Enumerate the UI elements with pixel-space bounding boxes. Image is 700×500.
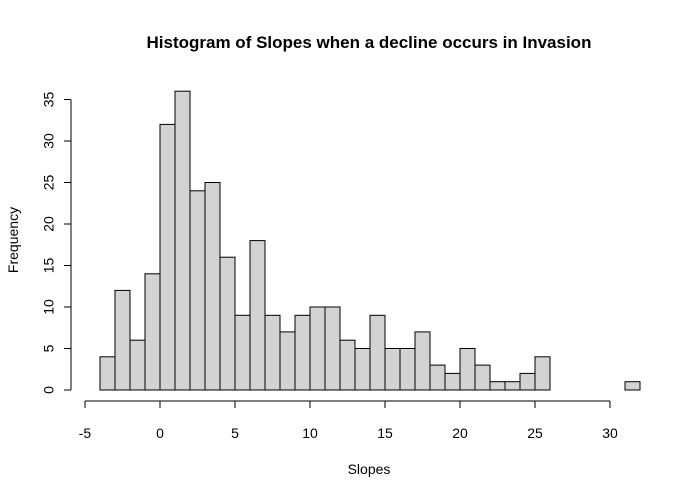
x-axis-tick-label: 20 <box>452 425 468 441</box>
histogram-bar <box>459 348 476 391</box>
x-axis-tick-label: 10 <box>302 425 318 441</box>
histogram-bar <box>114 289 131 391</box>
x-axis-tick-label: 5 <box>231 425 239 441</box>
histogram-bar <box>534 356 551 391</box>
histogram-bar <box>399 348 416 391</box>
histogram-bar <box>504 381 521 391</box>
y-axis-tick-label: 30 <box>41 133 57 149</box>
y-axis-tick-label: 0 <box>41 386 57 394</box>
y-axis-tick-label: 20 <box>41 216 57 232</box>
histogram-bar <box>369 314 386 391</box>
histogram-bar <box>474 364 491 391</box>
histogram-bar <box>279 331 296 391</box>
histogram-bar <box>309 306 326 391</box>
histogram-bar <box>129 339 146 391</box>
x-axis-tick-label: 0 <box>156 425 164 441</box>
y-axis-tick-label: 15 <box>41 258 57 274</box>
histogram-bar <box>444 372 461 391</box>
histogram-bar <box>489 381 506 391</box>
histogram-bar <box>219 256 236 391</box>
y-axis-tick-label: 35 <box>41 92 57 108</box>
y-axis-tick-label: 25 <box>41 175 57 191</box>
y-axis-label: Frequency <box>5 207 21 273</box>
histogram-bar <box>624 381 641 391</box>
histogram-bar <box>144 273 161 391</box>
histogram-bar <box>99 356 116 391</box>
x-axis-tick-label: 15 <box>377 425 393 441</box>
x-axis-tick-label: 30 <box>602 425 618 441</box>
histogram-bar <box>429 364 446 391</box>
histogram-bar <box>249 240 266 391</box>
histogram-bar <box>519 372 536 391</box>
chart-title: Histogram of Slopes when a decline occur… <box>147 33 592 52</box>
histogram-bar <box>324 306 341 391</box>
histogram-bar <box>354 348 371 391</box>
histogram-bar <box>264 314 281 391</box>
histogram-bar <box>294 314 311 391</box>
histogram-bar <box>174 90 191 391</box>
histogram-bar <box>384 348 401 391</box>
y-axis-tick-label: 5 <box>41 344 57 352</box>
histogram-bar <box>339 339 356 391</box>
x-axis-tick-label: 25 <box>527 425 543 441</box>
x-axis: -5 0 5 10 15 20 25 30 <box>79 400 618 441</box>
y-axis: 0 5 10 15 20 25 30 35 <box>41 92 72 394</box>
histogram-bar <box>204 182 221 391</box>
x-axis-tick-label: -5 <box>79 425 92 441</box>
x-axis-label: Slopes <box>348 461 391 477</box>
histogram-bars <box>99 90 641 391</box>
histogram-bar <box>159 123 176 391</box>
histogram-bar <box>189 190 206 391</box>
histogram-bar <box>234 314 251 391</box>
histogram-bar <box>414 331 431 391</box>
y-axis-tick-label: 10 <box>41 299 57 315</box>
